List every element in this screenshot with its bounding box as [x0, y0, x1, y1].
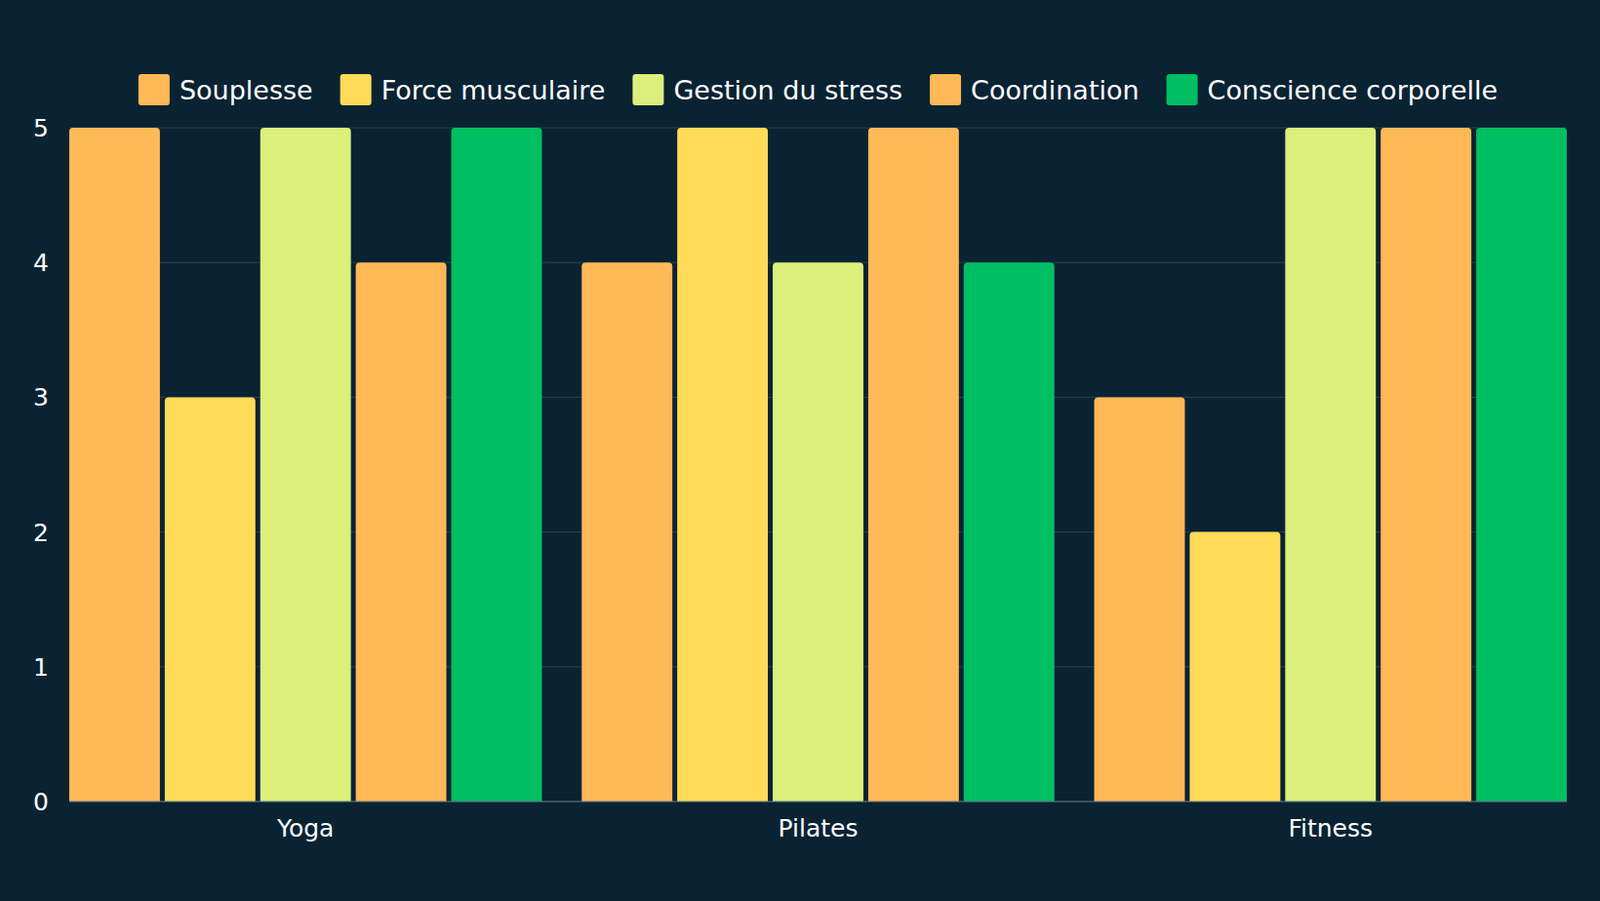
y-tick-label: 5 [33, 114, 49, 143]
bar [356, 262, 447, 802]
chart-container: 0 1 2 3 4 5 Yoga Pilates Fitness Souplesse Force m… [0, 0, 1600, 901]
legend-swatch [929, 74, 961, 106]
legend: Souplesse Force musculaire Gestion du stre… [138, 74, 1498, 106]
bars [69, 127, 1567, 802]
legend-swatch [632, 74, 664, 106]
y-tick-label: 1 [33, 653, 49, 682]
y-tick-label: 4 [33, 248, 49, 278]
bar [1476, 127, 1567, 802]
legend-label: Force musculaire [381, 75, 606, 106]
x-tick-label: Yoga [276, 814, 334, 843]
bar [677, 127, 768, 802]
bar [772, 262, 864, 802]
x-tick-label: Fitness [1287, 814, 1373, 843]
y-tick-label: 0 [33, 788, 49, 817]
bar [164, 397, 256, 802]
chart-svg: 0 1 2 3 4 5 Yoga Pilates Fitness Souplesse Force m… [0, 0, 1600, 901]
bar [963, 262, 1055, 802]
bar [1189, 532, 1280, 802]
bar [581, 262, 673, 802]
y-tick-label: 2 [33, 519, 49, 548]
legend-swatch [138, 74, 170, 106]
bar [868, 127, 960, 802]
legend-swatch [1166, 74, 1199, 106]
bar [69, 127, 160, 802]
bar [1380, 127, 1472, 802]
bar [260, 127, 352, 802]
bar [1284, 127, 1376, 802]
legend-label: Gestion du stress [673, 75, 903, 106]
legend-label: Coordination [970, 75, 1140, 106]
grid-line [69, 801, 1567, 803]
background [0, 0, 1600, 901]
x-tick-label: Pilates [778, 814, 859, 843]
legend-label: Souplesse [179, 75, 314, 106]
x-axis-line [69, 801, 1567, 803]
y-tick-label: 3 [33, 383, 49, 412]
bar [1094, 397, 1186, 802]
bar [451, 127, 543, 802]
legend-swatch [340, 74, 372, 106]
legend-label: Conscience corporelle [1207, 75, 1499, 106]
